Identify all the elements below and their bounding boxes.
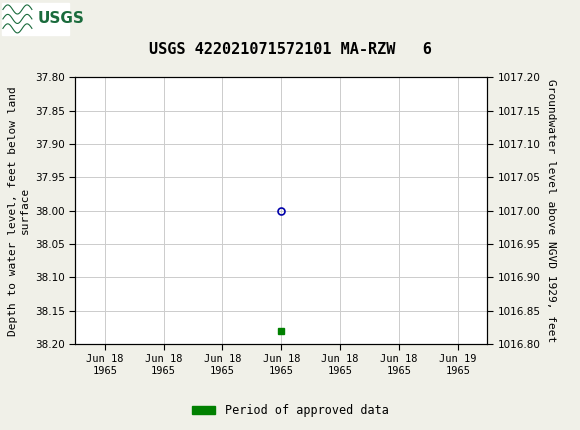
FancyBboxPatch shape <box>2 3 69 35</box>
Y-axis label: Depth to water level, feet below land
surface: Depth to water level, feet below land su… <box>8 86 30 335</box>
Text: USGS: USGS <box>38 12 85 26</box>
Legend: Period of approved data: Period of approved data <box>187 399 393 422</box>
Y-axis label: Groundwater level above NGVD 1929, feet: Groundwater level above NGVD 1929, feet <box>546 79 556 342</box>
Text: USGS 422021071572101 MA-RZW   6: USGS 422021071572101 MA-RZW 6 <box>148 42 432 57</box>
